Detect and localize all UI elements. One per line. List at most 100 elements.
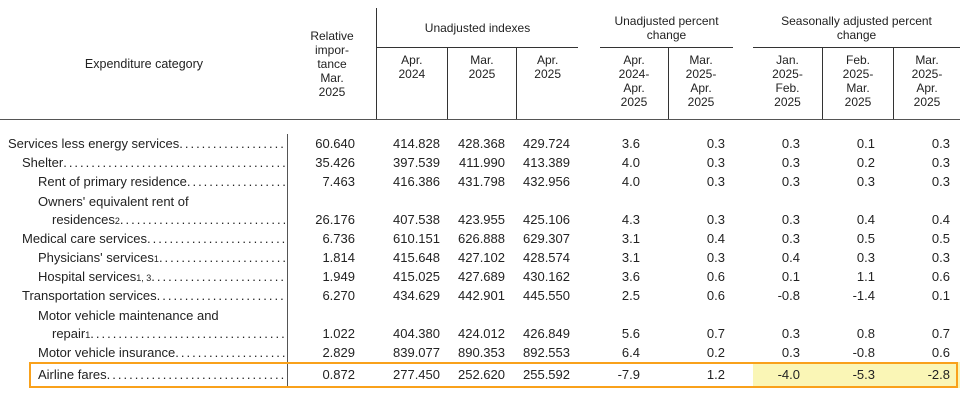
column-header-apr-2025: Apr. 2025 — [516, 48, 578, 119]
value-cell-sa-pct-jan2025-feb2025: -0.8 — [777, 288, 800, 303]
value-cell-unadj-index-apr-2024: 415.025 — [393, 269, 440, 284]
value-cell-unadj-pct-apr2024-apr2025: 6.4 — [621, 345, 640, 360]
value-cell-unadj-index-apr-2025: 413.389 — [523, 155, 570, 170]
value-cell-relative-importance: 26.176 — [315, 212, 355, 227]
expenditure-category-cell: Transportation services — [0, 286, 288, 305]
value-cell-unadj-index-apr-2024: 610.151 — [393, 231, 440, 246]
value-cell-sa-pct-mar2025-apr2025: 0.4 — [931, 212, 950, 227]
expenditure-category-cell: Motor vehicle insurance — [0, 343, 288, 362]
value-cell-unadj-index-apr-2024: 416.386 — [393, 174, 440, 189]
value-cell-unadj-index-apr-2025: 430.162 — [523, 269, 570, 284]
column-gap — [578, 134, 600, 153]
value-cell-unadj-pct-mar2025-apr2025: 0.3 — [706, 155, 725, 170]
value-cell-relative-importance: 7.463 — [322, 174, 355, 189]
column-gap — [733, 305, 753, 343]
value-cell-unadj-index-mar-2025: 423.955 — [458, 212, 505, 227]
category-label: Owners' equivalent rent of — [38, 194, 189, 209]
column-gap — [733, 362, 753, 388]
column-gap — [578, 172, 600, 191]
value-cell-unadj-index-apr-2024: 397.539 — [393, 155, 440, 170]
value-cell-unadj-pct-mar2025-apr2025: 0.3 — [706, 250, 725, 265]
column-gap — [733, 229, 753, 248]
relative-importance-header: Relative impor- tance Mar. 2025 — [310, 28, 354, 99]
column-gap — [578, 286, 600, 305]
value-cell-unadj-index-mar-2025: 424.012 — [458, 326, 505, 341]
column-header-apr-2024: Apr. 2024 — [398, 53, 426, 81]
value-cell-unadj-index-mar-2025: 428.368 — [458, 136, 505, 151]
table-header: Expenditure category Relative impor- tan… — [0, 0, 960, 120]
category-label-line1: Owners' equivalent rent of — [0, 193, 287, 211]
value-cell-sa-pct-jan2025-feb2025: 0.3 — [781, 345, 800, 360]
value-cell-unadj-index-mar-2025: 890.353 — [458, 345, 505, 360]
value-cell-relative-importance: 0.872 — [322, 367, 355, 382]
value-cell-sa-pct-jan2025-feb2025: -4.0 — [753, 362, 822, 388]
expenditure-category-cell: Hospital services 1, 3 — [0, 267, 288, 286]
category-label-line: Hospital services 1, 3 — [0, 268, 287, 286]
dot-leader — [157, 287, 285, 305]
header-gap — [733, 8, 753, 119]
dot-leader — [151, 268, 285, 286]
category-label: Physicians' services — [38, 250, 154, 265]
expenditure-category-cell: Physicians' services 1 — [0, 248, 288, 267]
category-label-line: Transportation services — [0, 287, 287, 305]
value-cell-unadj-index-apr-2024: 414.828 — [393, 136, 440, 151]
group-subheaders: Apr. 2024 Mar. 2025 Apr. 2025 — [377, 48, 578, 119]
value-cell-relative-importance: 35.426 — [315, 155, 355, 170]
value-cell-unadj-index-apr-2024: 277.450 — [393, 367, 440, 382]
value-cell-sa-pct-mar2025-apr2025: 0.3 — [931, 155, 950, 170]
dot-leader — [90, 325, 285, 343]
value-cell-sa-pct-mar2025-apr2025: 0.5 — [931, 231, 950, 246]
value-cell-sa-pct-feb2025-mar2025: 0.3 — [856, 250, 875, 265]
value-cell-unadj-pct-mar2025-apr2025: 1.2 — [706, 367, 725, 382]
value-cell-relative-importance: 6.270 — [322, 288, 355, 303]
group-title: Unadjusted percent change — [600, 8, 733, 48]
dot-leader — [159, 249, 285, 267]
value-cell-unadj-pct-apr2024-apr2025: 3.6 — [621, 136, 640, 151]
value-cell-unadj-index-apr-2025: 445.550 — [523, 288, 570, 303]
column-gap — [733, 153, 753, 172]
value-cell-sa-pct-jan2025-feb2025: 0.3 — [781, 155, 800, 170]
value-cell-relative-importance: 1.949 — [322, 269, 355, 284]
value-cell-unadj-pct-mar2025-apr2025: 0.3 — [706, 136, 725, 151]
value-cell-sa-pct-feb2025-mar2025: -5.3 — [822, 362, 893, 388]
dot-leader — [147, 230, 285, 248]
header-gap — [578, 8, 600, 119]
category-label: Motor vehicle maintenance and — [38, 308, 219, 323]
value-cell-sa-pct-feb2025-mar2025: 0.2 — [856, 155, 875, 170]
value-cell-sa-pct-mar2025-apr2025: 0.3 — [931, 136, 950, 151]
value-cell-unadj-pct-mar2025-apr2025: 0.3 — [706, 174, 725, 189]
seasonally-adjusted-group-header: Seasonally adjusted percent change Jan. … — [753, 8, 960, 119]
value-cell-sa-pct-mar2025-apr2025: 0.6 — [931, 345, 950, 360]
value-cell-unadj-index-apr-2024: 434.629 — [393, 288, 440, 303]
value-cell-relative-importance: 6.736 — [322, 231, 355, 246]
expenditure-category-cell: Airline fares — [0, 362, 288, 388]
category-label-line: Shelter — [0, 154, 287, 172]
value-cell-unadj-pct-mar2025-apr2025: 0.7 — [706, 326, 725, 341]
column-gap — [578, 229, 600, 248]
value-cell-relative-importance: 1.022 — [322, 326, 355, 341]
value-cell-sa-pct-jan2025-feb2025: 0.4 — [781, 250, 800, 265]
value-cell-sa-pct-jan2025-feb2025: 0.3 — [781, 231, 800, 246]
column-gap — [578, 343, 600, 362]
table-body: Services less energy services 60.640 414.8… — [0, 120, 960, 388]
value-cell-unadj-index-mar-2025: 431.798 — [458, 174, 505, 189]
value-cell-sa-pct-feb2025-mar2025: 0.8 — [856, 326, 875, 341]
column-gap — [733, 248, 753, 267]
category-label-line: Services less energy services — [0, 135, 287, 153]
table-row: Rent of primary residence 7.463 416.386 431… — [0, 172, 960, 191]
category-label-line: Medical care services — [0, 230, 287, 248]
value-cell-sa-pct-feb2025-mar2025: 0.4 — [856, 212, 875, 227]
value-cell-relative-importance: 2.829 — [322, 345, 355, 360]
value-cell-unadj-pct-mar2025-apr2025: 0.2 — [706, 345, 725, 360]
group-title: Seasonally adjusted percent change — [753, 8, 960, 48]
expenditure-category-header: Expenditure category — [84, 56, 204, 71]
value-cell-unadj-pct-mar2025-apr2025: 0.3 — [706, 212, 725, 227]
column-header-mar2025-apr2025: Mar. 2025- Apr. 2025 — [893, 48, 960, 119]
column-gap — [733, 134, 753, 153]
column-gap — [733, 191, 753, 229]
value-cell-relative-importance: 1.814 — [322, 250, 355, 265]
